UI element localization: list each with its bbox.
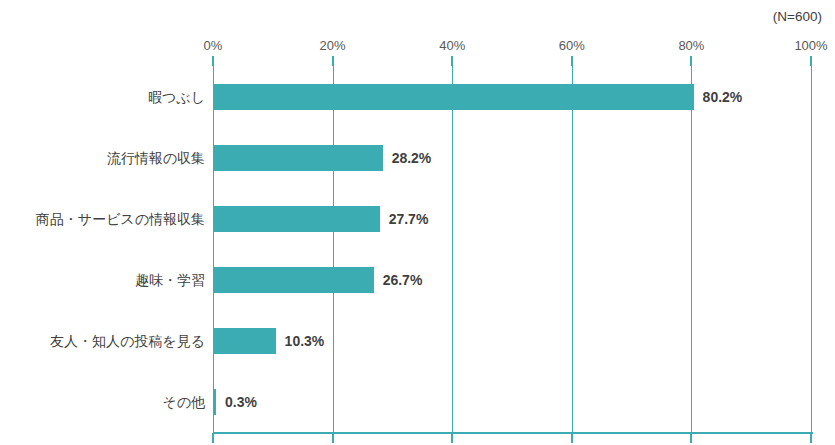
x-axis-tick-label: 40% [422,38,482,53]
x-axis-tick-mark [332,56,334,66]
x-axis-tick-label: 0% [183,38,243,53]
x-axis-bottom-tick [212,433,214,443]
x-axis-tick-mark [451,56,453,66]
value-label: 0.3% [225,392,257,412]
x-axis-bottom-tick [690,433,692,443]
x-axis-tick-label: 100% [781,38,835,53]
category-label: 友人・知人の投稿を見る [50,331,205,351]
value-label: 28.2% [392,148,432,168]
value-label: 27.7% [389,209,429,229]
gridline [811,66,812,433]
category-label: 暇つぶし [148,87,205,107]
x-axis-bottom-tick [571,433,573,443]
bar [214,267,374,293]
value-label: 26.7% [383,270,423,290]
value-label: 80.2% [703,87,743,107]
bar [214,328,276,354]
gridline [691,66,692,433]
bar [214,206,380,232]
category-label: 流行情報の収集 [107,148,205,168]
category-label: 趣味・学習 [135,270,205,290]
category-label: その他 [162,392,205,412]
x-axis-bottom-tick [451,433,453,443]
x-axis-bottom-tick [332,433,334,443]
gridline [213,66,214,433]
x-axis-bottom-tick [810,433,812,443]
x-axis-line [213,432,813,434]
x-axis-tick-mark [690,56,692,66]
bar [214,145,383,171]
x-axis-tick-label: 60% [542,38,602,53]
gridline [572,66,573,433]
bar [214,84,694,110]
bar [214,389,216,415]
value-label: 10.3% [285,331,325,351]
x-axis-tick-label: 80% [661,38,721,53]
sample-size-label: (N=600) [773,9,822,24]
x-axis-tick-mark [810,56,812,66]
category-label: 商品・サービスの情報収集 [36,209,205,229]
gridline [333,66,334,433]
x-axis-tick-mark [212,56,214,66]
x-axis-tick-mark [571,56,573,66]
gridline [452,66,453,433]
bar-chart: (N=600) 0% 20% 40% 60% 80% 100% 暇つぶし 80.2% 流行情報の… [0,0,835,445]
x-axis-tick-label: 20% [303,38,363,53]
